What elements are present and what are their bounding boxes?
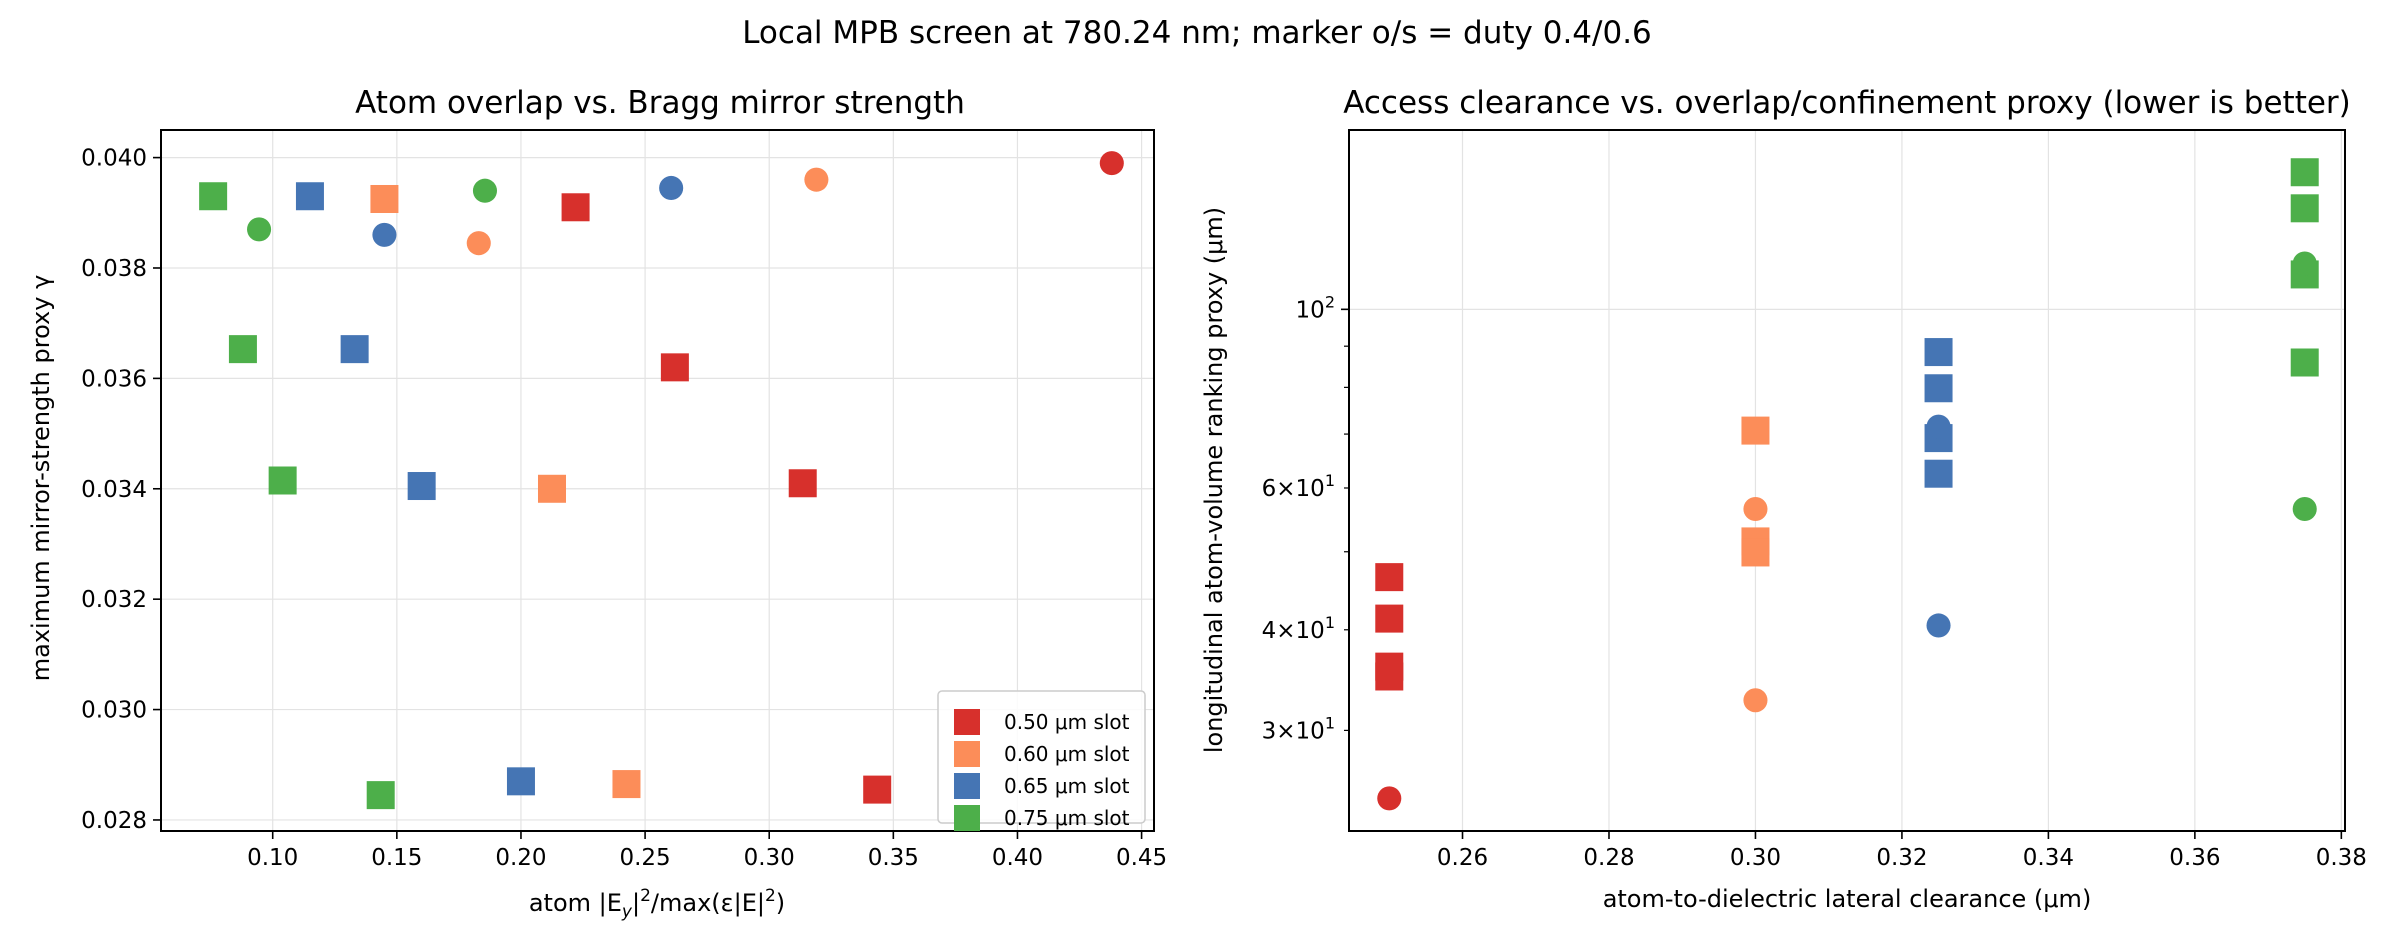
- figure-suptitle: Local MPB screen at 780.24 nm; marker o/…: [742, 15, 1652, 51]
- panel2-title: Access clearance vs. overlap/confinement…: [1343, 85, 2351, 121]
- panel2-point-065-square: [1924, 338, 1953, 367]
- panel1-point-050-square: [561, 193, 590, 222]
- panel1-legend-label: 0.50 μm slot: [1004, 710, 1130, 734]
- panel1-point-060-circle: [466, 231, 491, 256]
- panel2-point-060-square: [1741, 538, 1770, 567]
- panel1-point-050-square: [788, 469, 817, 498]
- panel1-legend-swatch: [954, 741, 980, 767]
- panel2-point-050-square: [1375, 563, 1404, 592]
- panel2-point-065-circle: [1926, 414, 1951, 439]
- panel1-point-060-circle: [804, 167, 829, 192]
- panel1-legend-swatch: [954, 709, 980, 735]
- panel1-points: [199, 151, 1124, 810]
- panel1-y-tick-label: 0.038: [81, 256, 147, 282]
- panel2-y-tick-label: 4×101: [1262, 613, 1335, 644]
- panel2-x-axis-label: atom-to-dielectric lateral clearance (μm…: [1603, 885, 2092, 913]
- panel1-point-075-circle: [247, 217, 272, 242]
- panel2-x-tick-label: 0.34: [2023, 845, 2074, 871]
- panel2-point-060-square: [1741, 416, 1770, 445]
- panel1-legend-label: 0.60 μm slot: [1004, 742, 1130, 766]
- panel1-point-060-square: [370, 184, 399, 213]
- panel2-point-050-square: [1375, 604, 1404, 633]
- panel2-point-075-square: [2290, 194, 2319, 223]
- panel1-point-050-square: [660, 353, 689, 382]
- panel1-legend-label: 0.65 μm slot: [1004, 774, 1130, 798]
- scatter-panel-clearance-vs-proxy: Access clearance vs. overlap/confinement…: [1200, 85, 2367, 913]
- panel1-x-tick-label: 0.10: [247, 845, 298, 871]
- panel1-point-060-square: [537, 474, 566, 503]
- panel1-point-050-square: [863, 775, 892, 804]
- panel2-ticks: 0.26 0.28 0.30 0.32 0.34 0.36 0.38 102 3×101 4×10…: [1262, 292, 2367, 871]
- panel1-point-060-square: [612, 770, 641, 799]
- panel1-x-tick-label: 0.40: [992, 845, 1043, 871]
- panel1-x-tick-label: 0.35: [868, 845, 919, 871]
- panel1-x-axis-label: atom |Ey|2/max(ε|E|2): [529, 886, 785, 922]
- panel1-legend-swatch: [954, 805, 980, 831]
- panel2-point-075-circle: [2292, 251, 2317, 276]
- panel1-x-tick-label: 0.20: [495, 845, 546, 871]
- panel1-axes-frame: [160, 129, 1155, 832]
- panel2-x-tick-label: 0.32: [1876, 845, 1927, 871]
- panel1-x-tick-label: 0.45: [1116, 845, 1167, 871]
- panel1-point-075-square: [199, 182, 228, 211]
- panel2-y-tick-label: 6×101: [1262, 471, 1335, 502]
- scatter-panel-overlap-vs-mirror: Atom overlap vs. Bragg mirror strength 0…: [27, 85, 1167, 922]
- panel1-grid: [161, 130, 1154, 831]
- panel1-point-065-square: [340, 335, 369, 364]
- panel2-x-tick-label: 0.26: [1437, 845, 1488, 871]
- panel2-grid: [1349, 130, 2345, 831]
- panel2-point-065-circle: [1926, 613, 1951, 638]
- panel2-x-tick-label: 0.30: [1730, 845, 1781, 871]
- panel1-ticks: 0.10 0.15 0.20 0.25 0.30 0.35 0.40 0.45 0.028 0.0…: [81, 146, 1167, 871]
- panel1-y-axis-label: maximum mirror-strength proxy γ: [27, 275, 55, 682]
- panel1-point-065-circle: [372, 222, 397, 247]
- panel1-point-050-circle: [1099, 151, 1124, 176]
- panel1-point-075-circle: [472, 178, 498, 203]
- panel1-point-075-square: [366, 781, 395, 810]
- panel1-point-065-circle: [659, 175, 684, 200]
- panel1-y-tick-label: 0.034: [81, 477, 147, 503]
- panel2-points: [1375, 158, 2319, 811]
- panel1-title: Atom overlap vs. Bragg mirror strength: [355, 85, 965, 121]
- panel1-legend-frame: [937, 690, 1146, 824]
- panel1-legend-swatch: [954, 773, 980, 799]
- panel1-point-065-square: [506, 767, 535, 796]
- panel2-point-050-circle: [1377, 786, 1402, 811]
- panel1-x-tick-label: 0.25: [619, 845, 670, 871]
- panel1-point-075-square: [228, 335, 257, 364]
- panel2-x-tick-label: 0.36: [2169, 845, 2220, 871]
- panel2-point-065-square: [1924, 459, 1953, 488]
- panel2-point-075-square: [2290, 158, 2319, 187]
- panel1-x-tick-label: 0.15: [371, 845, 422, 871]
- panel1-y-tick-label: 0.030: [81, 698, 147, 724]
- panel1-point-065-square: [295, 182, 324, 211]
- panel1-y-tick-label: 0.040: [81, 146, 147, 172]
- panel2-y-axis-label: longitudinal atom-volume ranking proxy (…: [1200, 207, 1228, 753]
- panel2-x-tick-label: 0.28: [1583, 845, 1634, 871]
- panel2-point-075-circle: [2292, 496, 2317, 522]
- panel2-y-tick-label: 102: [1296, 292, 1335, 323]
- panel2-x-tick-label: 0.38: [2316, 845, 2367, 871]
- panel2-point-075-square: [2290, 348, 2319, 377]
- panel1-y-tick-label: 0.028: [81, 808, 147, 834]
- panel1-x-tick-label: 0.30: [744, 845, 795, 871]
- panel2-y-tick-label: 3×101: [1262, 713, 1335, 744]
- panel1-y-tick-label: 0.036: [81, 366, 147, 392]
- panel1-y-tick-label: 0.032: [81, 587, 147, 613]
- panel1-legend: 0.50 μm slot 0.60 μm slot 0.65 μm slot 0.75…: [937, 690, 1146, 831]
- panel1-point-075-square: [268, 466, 297, 495]
- panel2-point-060-circle: [1743, 496, 1768, 522]
- panel2-point-050-square: [1375, 662, 1404, 691]
- panel2-point-065-square: [1924, 374, 1953, 403]
- panel1-point-065-square: [407, 472, 436, 501]
- panel1-legend-label: 0.75 μm slot: [1004, 806, 1130, 830]
- panel2-point-060-circle: [1743, 688, 1768, 713]
- panel2-axes-frame: [1348, 129, 2346, 832]
